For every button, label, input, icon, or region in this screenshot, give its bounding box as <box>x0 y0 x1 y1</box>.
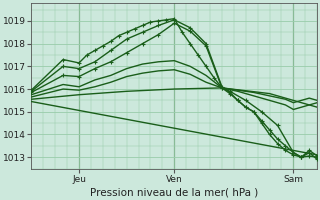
X-axis label: Pression niveau de la mer( hPa ): Pression niveau de la mer( hPa ) <box>90 187 259 197</box>
